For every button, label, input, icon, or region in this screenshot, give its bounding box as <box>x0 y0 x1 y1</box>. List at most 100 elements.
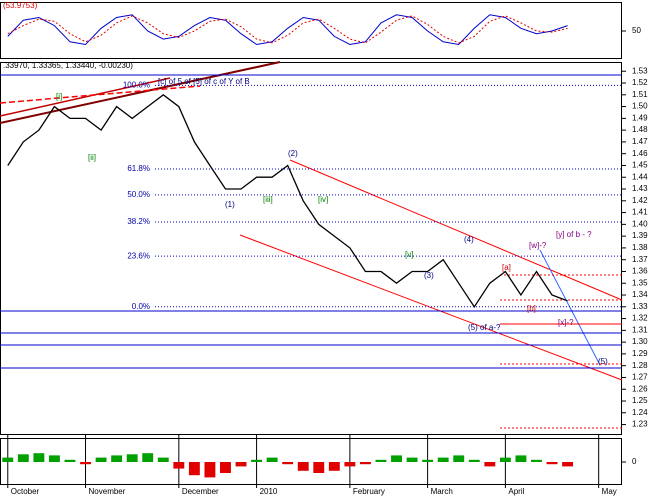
y-tick-label: 1.52 <box>632 78 648 87</box>
histogram-bar <box>531 459 542 462</box>
y-tick-label: 1.23 <box>632 420 648 429</box>
histogram-bar <box>251 459 263 462</box>
histogram-bar <box>562 462 574 467</box>
y-tick-label: 1.28 <box>632 361 648 370</box>
x-tick-label: December <box>182 487 219 496</box>
histogram-bar <box>220 462 231 473</box>
series-line <box>7 14 568 46</box>
y-tick-label: 1.24 <box>632 408 648 417</box>
y-tick-label: 1.33 <box>632 302 648 311</box>
histogram-bar <box>313 462 325 473</box>
wave-annotation: [iii] <box>263 195 273 204</box>
y-tick-label: 1.43 <box>632 184 648 193</box>
x-tick-label: October <box>11 487 40 496</box>
wave-annotation: [c] of 5 of [5] of c of Y of B <box>158 77 250 86</box>
histogram-bar <box>515 455 527 462</box>
wave-annotation: (2) <box>288 149 298 158</box>
wave-annotation: [i] <box>56 92 62 101</box>
x-tick-label: February <box>353 487 385 496</box>
histogram-bar <box>111 455 123 462</box>
wave-annotation: (3) <box>424 271 434 280</box>
histogram-bar <box>391 455 402 462</box>
y-tick-label: 1.47 <box>632 137 648 146</box>
y-tick-label: 1.30 <box>632 337 648 346</box>
histogram-bar <box>406 457 418 462</box>
histogram-bar <box>282 462 294 465</box>
y-tick-label: 1.35 <box>632 278 648 287</box>
y-tick-label: 1.40 <box>632 219 648 228</box>
fib-label: 38.2% <box>127 217 150 226</box>
histogram-bar <box>33 453 45 462</box>
histogram-bar <box>64 459 76 462</box>
y-tick-label: 1.50 <box>632 102 648 111</box>
x-tick-label: November <box>89 487 126 496</box>
fib-label: 100.0% <box>123 80 150 89</box>
histogram-bar <box>499 457 511 462</box>
fib-label: 50.0% <box>127 190 150 199</box>
histogram-bar <box>173 462 185 469</box>
y-tick-label: 1.46 <box>632 149 648 158</box>
histogram-bar <box>126 454 138 462</box>
wave-annotation: (4) <box>464 235 474 244</box>
series-line <box>7 15 568 44</box>
histogram-bar <box>375 459 387 462</box>
y-tick-label: 1.42 <box>632 196 648 205</box>
trend-lines <box>0 61 623 429</box>
oscillator-panel <box>0 2 622 59</box>
wave-annotation: (5) of a-? <box>468 323 501 332</box>
y-tick-label: 1.31 <box>632 325 648 334</box>
x-tick-label: 2010 <box>260 487 278 496</box>
fib-label: 61.8% <box>127 164 150 173</box>
histogram-bar <box>344 462 356 467</box>
histogram-bar <box>95 457 107 462</box>
x-tick-label: May <box>602 487 617 496</box>
y-tick-label: 1.41 <box>632 208 648 217</box>
histogram-bar <box>157 457 169 462</box>
fib-label: 23.6% <box>127 251 150 260</box>
wave-annotation: [y] of b - ? <box>556 230 592 239</box>
histogram-bar <box>468 459 480 462</box>
y-tick-label: 1.39 <box>632 231 648 240</box>
histogram-panel <box>0 438 622 485</box>
histogram-bar <box>359 462 371 465</box>
y-tick-label: 1.44 <box>632 172 648 181</box>
histogram-bar <box>48 455 60 462</box>
y-tick-label: 50 <box>632 26 641 35</box>
y-tick-label: 1.38 <box>632 243 648 252</box>
histogram-bar <box>2 457 14 462</box>
histogram-bar <box>235 462 247 467</box>
y-tick-label: 1.48 <box>632 125 648 134</box>
histogram-bar <box>437 457 449 462</box>
wave-annotation: [w]-? <box>529 241 547 250</box>
y-tick-label: 1.49 <box>632 113 648 122</box>
histogram-bar <box>80 462 91 465</box>
histogram-bar <box>188 462 200 476</box>
wave-annotation: [a] <box>502 263 511 272</box>
y-tick-label: 1.53 <box>632 66 648 75</box>
histogram-bar <box>328 462 340 471</box>
wave-annotation: [ii] <box>88 153 96 162</box>
wave-annotation: [b] <box>527 304 536 313</box>
y-tick-label: 1.51 <box>632 90 648 99</box>
oscillator-readout: (53.9753) <box>3 1 38 10</box>
histogram-bar <box>266 457 278 462</box>
fib-label: 0.0% <box>132 302 150 311</box>
wave-annotation: [x]-? <box>558 318 574 327</box>
price-panel <box>0 62 622 435</box>
series-line <box>7 93 568 308</box>
y-tick-label: 1.29 <box>632 349 648 358</box>
histogram-bar <box>17 454 29 462</box>
y-tick-label: 0 <box>632 457 637 466</box>
y-tick-label: 1.25 <box>632 396 648 405</box>
wave-annotation: [v] <box>405 250 413 259</box>
y-tick-label: 1.45 <box>632 161 648 170</box>
y-tick-label: 1.34 <box>632 290 648 299</box>
x-tick-label: April <box>508 487 524 496</box>
x-tick-label: March <box>431 487 453 496</box>
wave-annotation: (1) <box>225 200 235 209</box>
y-tick-label: 1.36 <box>632 267 648 276</box>
histogram-bar <box>546 462 558 465</box>
histogram-bar <box>484 462 496 467</box>
